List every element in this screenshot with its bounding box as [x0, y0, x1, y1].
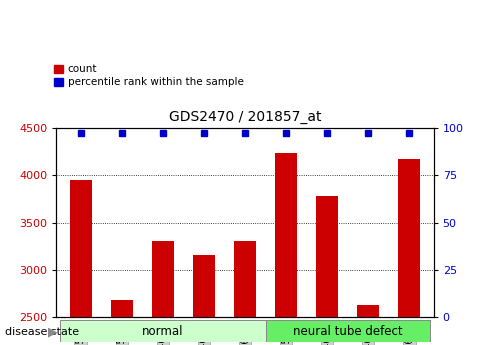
Legend: count, percentile rank within the sample: count, percentile rank within the sample [54, 64, 244, 88]
Bar [398, 159, 420, 317]
Title: GDS2470 / 201857_at: GDS2470 / 201857_at [169, 110, 321, 124]
Text: ▶: ▶ [48, 325, 58, 338]
Bar [275, 153, 297, 317]
Bar [111, 300, 133, 317]
Bar [60, 320, 266, 342]
Text: disease state: disease state [5, 327, 79, 337]
Text: normal: normal [142, 325, 184, 337]
Bar [357, 305, 379, 317]
Bar [152, 241, 174, 317]
Bar [266, 320, 430, 342]
Text: neural tube defect: neural tube defect [293, 325, 402, 337]
Bar [70, 180, 92, 317]
Bar [193, 255, 215, 317]
Bar [316, 196, 338, 317]
Bar [234, 241, 256, 317]
